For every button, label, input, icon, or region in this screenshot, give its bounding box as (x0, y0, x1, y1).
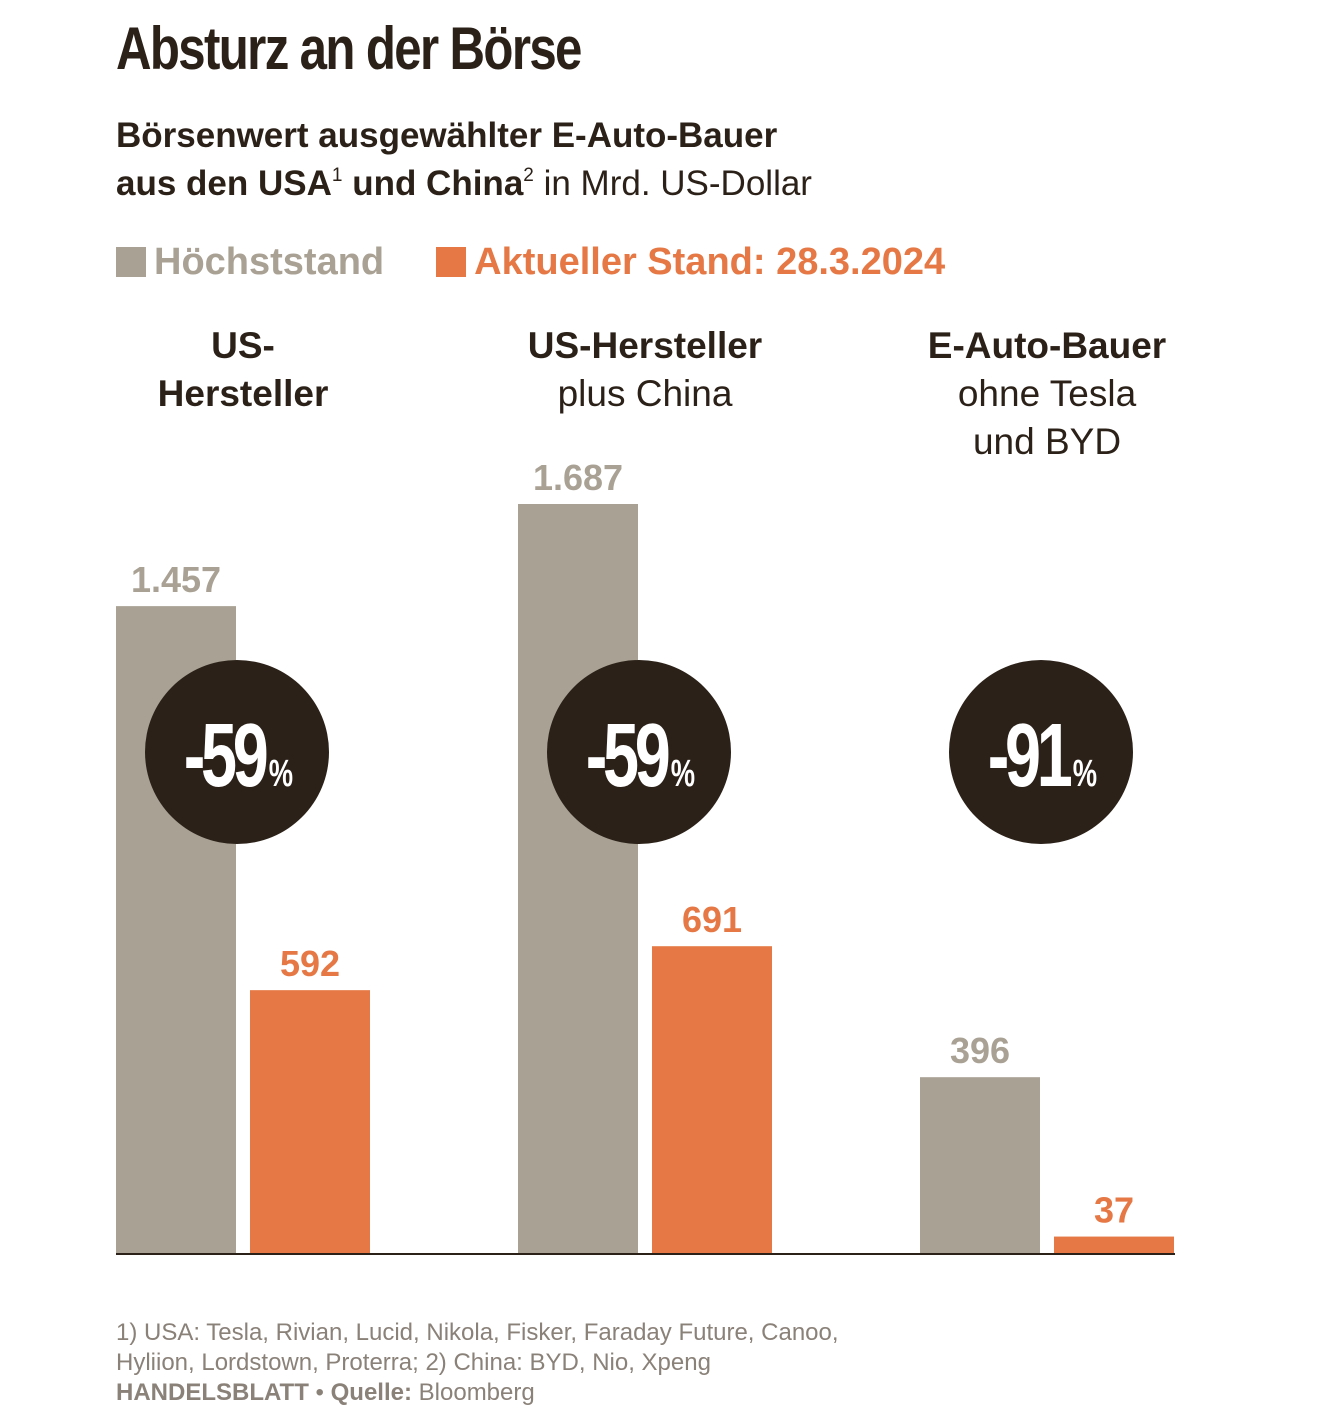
source-name: Bloomberg (411, 1379, 535, 1406)
data-label-peak: 1.687 (533, 457, 623, 498)
bar-current (1054, 1236, 1174, 1253)
change-percent-label: -59% (184, 705, 293, 806)
legend-swatch-current (436, 247, 467, 277)
legend-label-current: Aktueller Stand: 28.3.2024 (474, 240, 946, 283)
category-label: plus China (558, 373, 733, 414)
footnote-line-2: Hyliion, Lordstown, Proterra; 2) China: … (116, 1349, 711, 1376)
data-label-current: 691 (682, 899, 742, 940)
footnote-line-1: 1) USA: Tesla, Rivian, Lucid, Nikola, Fi… (116, 1319, 839, 1346)
change-circle (949, 660, 1133, 844)
legend-item-current: Aktueller Stand: 28.3.2024 (436, 241, 945, 284)
data-label-current: 592 (280, 943, 340, 984)
legend-swatch-peak (116, 247, 146, 277)
category-label: ohne Tesla (958, 373, 1137, 414)
subtitle-line-2: aus den USA1 und China2 in Mrd. US-Dolla… (116, 164, 812, 203)
bar-peak (920, 1077, 1040, 1253)
legend-item-peak: Höchststand (116, 241, 384, 284)
footnote: 1) USA: Tesla, Rivian, Lucid, Nikola, Fi… (116, 1318, 839, 1408)
category-label: US- (211, 325, 275, 366)
source-label: Quelle: (330, 1379, 412, 1406)
category-label: E-Auto-Bauer (928, 325, 1166, 366)
category-label: und BYD (973, 421, 1121, 462)
bar-current (250, 990, 370, 1253)
subtitle-line-1: Börsenwert ausgewählter E-Auto-Bauer (116, 116, 778, 155)
publisher: HANDELSBLATT (116, 1379, 309, 1406)
data-label-current: 37 (1094, 1190, 1134, 1231)
category-label: Hersteller (158, 373, 329, 414)
category-label: US-Hersteller (528, 325, 762, 366)
data-label-peak: 396 (950, 1030, 1010, 1071)
change-percent-label: -91% (988, 705, 1097, 806)
change-percent-label: -59% (586, 705, 695, 806)
chart-legend: Höchststand Aktueller Stand: 28.3.2024 (116, 240, 945, 284)
change-circle (547, 660, 731, 844)
bar-current (652, 946, 772, 1253)
chart-subtitle: Börsenwert ausgewählter E-Auto-Bauer aus… (116, 112, 812, 208)
data-label-peak: 1.457 (131, 559, 221, 600)
bar-peak (518, 504, 638, 1253)
legend-label-peak: Höchststand (154, 240, 385, 283)
source-line: HANDELSBLATT • Quelle: Bloomberg (116, 1379, 535, 1406)
chart-title: Absturz an der Börse (116, 15, 582, 82)
change-circle (145, 660, 329, 844)
